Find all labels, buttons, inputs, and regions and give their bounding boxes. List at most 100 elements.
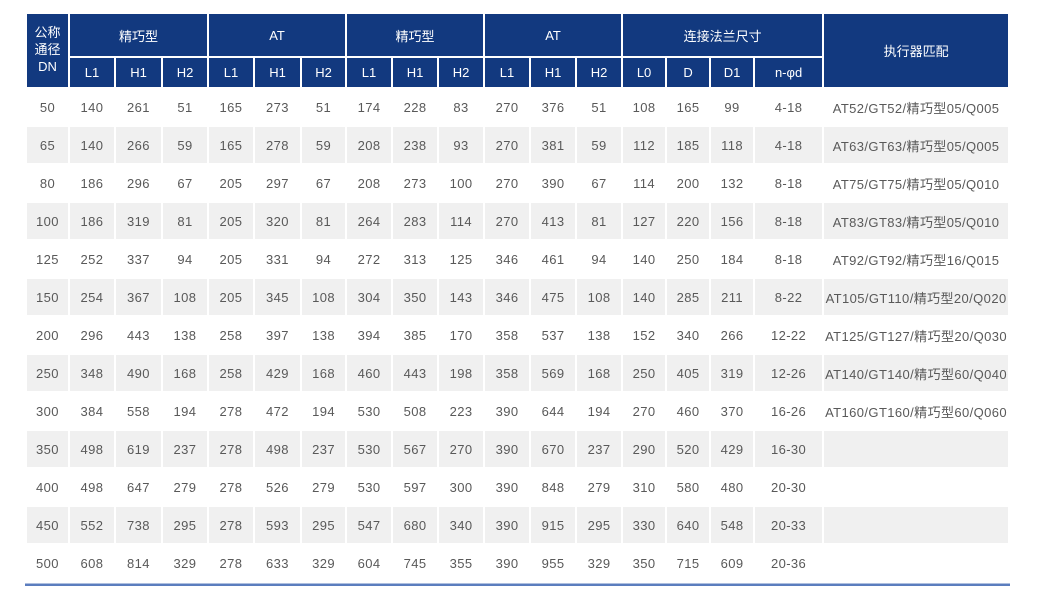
cell-value: 429 bbox=[255, 355, 300, 391]
cell-value: 319 bbox=[711, 355, 754, 391]
cell-value: 350 bbox=[623, 545, 666, 581]
cell-value: 355 bbox=[439, 545, 484, 581]
cell-value: 205 bbox=[209, 165, 253, 201]
cell-value: 258 bbox=[209, 355, 253, 391]
cell-value: 569 bbox=[531, 355, 576, 391]
cell-dn: 500 bbox=[27, 545, 68, 581]
cell-value: 16-30 bbox=[755, 431, 823, 467]
header-actuator-match: 执行器匹配 bbox=[824, 14, 1009, 87]
cell-value: 83 bbox=[439, 89, 484, 125]
cell-value: 376 bbox=[531, 89, 576, 125]
cell-value: 460 bbox=[347, 355, 392, 391]
cell-value: 346 bbox=[485, 279, 530, 315]
cell-value: 174 bbox=[347, 89, 392, 125]
cell-value: 358 bbox=[485, 317, 530, 353]
table-row: 500 608 814 329 278 633 329 604 745 355 390 955 329 3… bbox=[27, 545, 1009, 581]
cell-value: 118 bbox=[711, 127, 754, 163]
cell-value: 609 bbox=[711, 545, 754, 581]
cell-dn: 150 bbox=[27, 279, 68, 315]
cell-value: 381 bbox=[531, 127, 576, 163]
cell-value: 278 bbox=[209, 545, 253, 581]
cell-value: 59 bbox=[163, 127, 207, 163]
header-sub-h1-4: H1 bbox=[531, 58, 576, 87]
cell-value: 8-18 bbox=[755, 203, 823, 239]
cell-value: 254 bbox=[70, 279, 114, 315]
cell-value: 81 bbox=[302, 203, 346, 239]
cell-dn: 300 bbox=[27, 393, 68, 429]
cell-value: 170 bbox=[439, 317, 484, 353]
cell-value: 580 bbox=[667, 469, 710, 505]
cell-value: 114 bbox=[439, 203, 484, 239]
cell-value: 273 bbox=[255, 89, 300, 125]
cell-value: 59 bbox=[302, 127, 346, 163]
cell-value: 498 bbox=[70, 431, 114, 467]
cell-value: 270 bbox=[485, 203, 530, 239]
cell-value: 593 bbox=[255, 507, 300, 543]
cell-value: 94 bbox=[577, 241, 622, 277]
header-sub-h1-3: H1 bbox=[393, 58, 438, 87]
cell-value: 319 bbox=[116, 203, 161, 239]
header-group-compact-2: 精巧型 bbox=[347, 14, 484, 56]
table-row: 150 254 367 108 205 345 108 304 350 143 346 475 108 1… bbox=[27, 279, 1009, 315]
cell-value: 460 bbox=[667, 393, 710, 429]
cell-value: 508 bbox=[393, 393, 438, 429]
cell-value: 498 bbox=[70, 469, 114, 505]
cell-value: 331 bbox=[255, 241, 300, 277]
cell-value: 296 bbox=[70, 317, 114, 353]
cell-value: 644 bbox=[531, 393, 576, 429]
cell-value: 443 bbox=[393, 355, 438, 391]
cell-value: 370 bbox=[711, 393, 754, 429]
cell-value: 132 bbox=[711, 165, 754, 201]
table-row: 65 140 266 59 165 278 59 208 238 93 270 381 59 112 185… bbox=[27, 127, 1009, 163]
cell-value: 143 bbox=[439, 279, 484, 315]
cell-value: 165 bbox=[209, 89, 253, 125]
cell-value: 300 bbox=[439, 469, 484, 505]
header-group-at-1: AT bbox=[209, 14, 346, 56]
cell-value: 397 bbox=[255, 317, 300, 353]
table-row: 100 186 319 81 205 320 81 264 283 114 270 413 81 127 2… bbox=[27, 203, 1009, 239]
cell-value: 670 bbox=[531, 431, 576, 467]
cell-value: 530 bbox=[347, 469, 392, 505]
cell-value: 67 bbox=[577, 165, 622, 201]
cell-value: 480 bbox=[711, 469, 754, 505]
cell-value: 520 bbox=[667, 431, 710, 467]
cell-value: 272 bbox=[347, 241, 392, 277]
cell-value: 295 bbox=[163, 507, 207, 543]
header-sub-l1-1: L1 bbox=[70, 58, 114, 87]
cell-value: 394 bbox=[347, 317, 392, 353]
header-sub-h2-1: H2 bbox=[163, 58, 207, 87]
cell-value: 20-30 bbox=[755, 469, 823, 505]
cell-value: 108 bbox=[163, 279, 207, 315]
cell-value: 250 bbox=[667, 241, 710, 277]
cell-actuator: AT83/GT83/精巧型05/Q010 bbox=[824, 203, 1009, 239]
cell-value: 279 bbox=[163, 469, 207, 505]
cell-value: 140 bbox=[70, 89, 114, 125]
cell-value: 597 bbox=[393, 469, 438, 505]
cell-actuator: AT125/GT127/精巧型20/Q030 bbox=[824, 317, 1009, 353]
cell-value: 8-22 bbox=[755, 279, 823, 315]
cell-value: 108 bbox=[623, 89, 666, 125]
cell-value: 194 bbox=[302, 393, 346, 429]
cell-value: 405 bbox=[667, 355, 710, 391]
cell-value: 20-33 bbox=[755, 507, 823, 543]
cell-value: 100 bbox=[439, 165, 484, 201]
cell-value: 279 bbox=[577, 469, 622, 505]
cell-value: 384 bbox=[70, 393, 114, 429]
cell-value: 67 bbox=[163, 165, 207, 201]
cell-value: 915 bbox=[531, 507, 576, 543]
table-row: 80 186 296 67 205 297 67 208 273 100 270 390 67 114 20… bbox=[27, 165, 1009, 201]
table-row: 400 498 647 279 278 526 279 530 597 300 390 848 279 3… bbox=[27, 469, 1009, 505]
cell-value: 278 bbox=[209, 431, 253, 467]
cell-value: 537 bbox=[531, 317, 576, 353]
cell-value: 558 bbox=[116, 393, 161, 429]
cell-value: 184 bbox=[711, 241, 754, 277]
cell-value: 567 bbox=[393, 431, 438, 467]
cell-value: 108 bbox=[577, 279, 622, 315]
cell-value: 94 bbox=[163, 241, 207, 277]
cell-value: 200 bbox=[667, 165, 710, 201]
cell-value: 20-36 bbox=[755, 545, 823, 581]
cell-value: 51 bbox=[577, 89, 622, 125]
table-body: 50 140 261 51 165 273 51 174 228 83 270 376 51 108 165… bbox=[27, 89, 1009, 581]
cell-value: 337 bbox=[116, 241, 161, 277]
cell-value: 8-18 bbox=[755, 241, 823, 277]
